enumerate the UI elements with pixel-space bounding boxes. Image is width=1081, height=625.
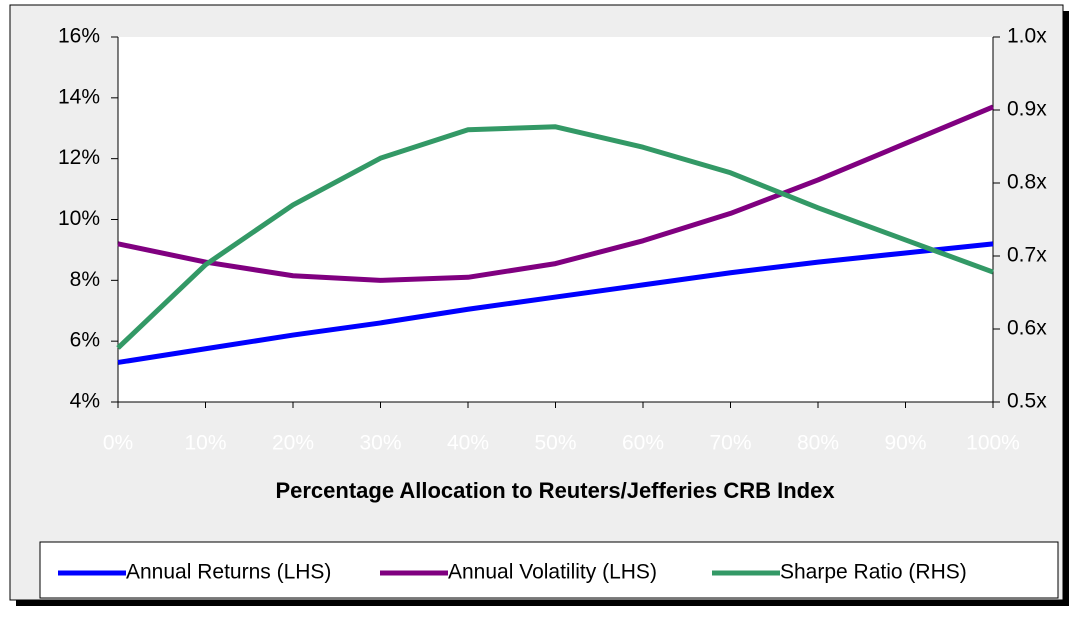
legend-label: Annual Returns (LHS) (126, 561, 331, 584)
x-tick-label: 60% (622, 432, 664, 455)
y-tick-label: 6% (70, 329, 100, 352)
y2-tick-label: 0.8x (1007, 171, 1047, 194)
y-tick-label: 16% (58, 25, 100, 48)
series-line (116, 124, 994, 350)
y-tick-label: 8% (70, 268, 100, 291)
y2-tick-label: 0.6x (1007, 317, 1047, 340)
y2-tick-label: 1.0x (1007, 25, 1047, 48)
x-tick-label: 40% (447, 432, 489, 455)
x-tick-label: 90% (884, 432, 926, 455)
x-tick-label: 10% (184, 432, 226, 455)
x-tick-label: 100% (966, 432, 1020, 455)
y-tick-label: 10% (58, 207, 100, 230)
y2-tick-label: 0.9x (1007, 98, 1047, 121)
legend (39, 541, 1059, 599)
plot-area (118, 37, 993, 402)
x-tick-label: 50% (534, 432, 576, 455)
y-tick-label: 12% (58, 146, 100, 169)
series-line (117, 104, 994, 283)
y-tick-label: 14% (58, 85, 100, 108)
x-tick-label: 30% (359, 432, 401, 455)
x-tick-label: 70% (709, 432, 751, 455)
y2-tick-label: 0.5x (1007, 390, 1047, 413)
legend-label: Annual Volatility (LHS) (448, 561, 657, 584)
x-tick-label: 20% (272, 432, 314, 455)
series-line (117, 241, 994, 365)
x-tick-label: 80% (797, 432, 839, 455)
legend-label: Sharpe Ratio (RHS) (780, 561, 967, 584)
x-axis-title: Percentage Allocation to Reuters/Jefferi… (275, 478, 835, 503)
x-tick-label: 0% (103, 432, 133, 455)
y-tick-label: 4% (70, 390, 100, 413)
y2-tick-label: 0.7x (1007, 244, 1047, 267)
